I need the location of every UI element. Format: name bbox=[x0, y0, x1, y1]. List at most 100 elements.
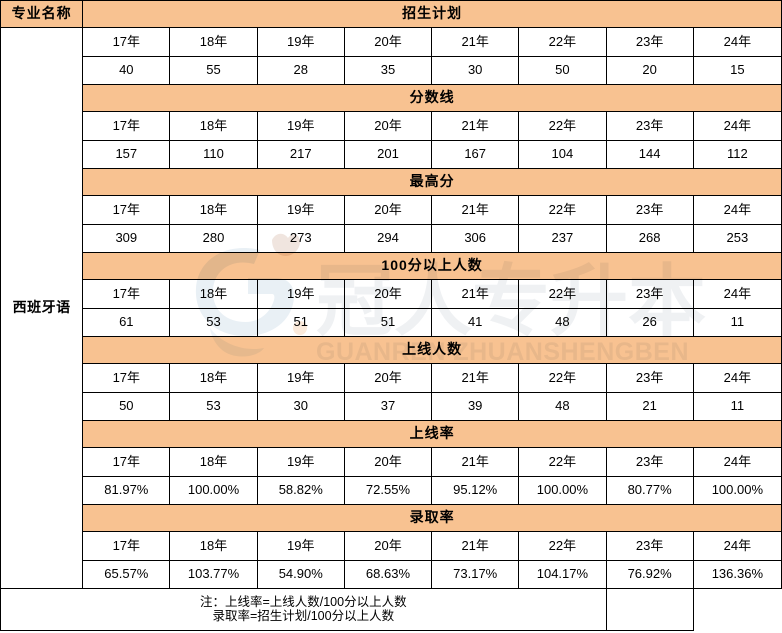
table-row: 最高分 bbox=[1, 168, 782, 196]
row-header-label: 专业名称 bbox=[0, 0, 84, 28]
data-cell: 28 bbox=[256, 56, 345, 85]
table-row: 17年 18年 19年 20年 21年 22年 23年 24年 bbox=[1, 279, 782, 309]
data-cell: 50 bbox=[518, 56, 607, 85]
data-cell: 11 bbox=[692, 392, 782, 421]
year-header: 18年 bbox=[169, 195, 258, 225]
year-header: 24年 bbox=[692, 279, 782, 309]
footnote-cell: 注：上线率=上线人数/100分以上人数 录取率=招生计划/100分以上人数 bbox=[0, 588, 607, 631]
data-cell: 81.97% bbox=[82, 476, 171, 505]
table-row: 50 53 30 37 39 48 21 11 bbox=[1, 392, 782, 421]
year-header: 23年 bbox=[605, 195, 694, 225]
year-header: 24年 bbox=[692, 447, 782, 477]
year-header: 23年 bbox=[605, 279, 694, 309]
year-header: 18年 bbox=[169, 27, 258, 57]
data-cell: 48 bbox=[518, 308, 607, 337]
year-header: 24年 bbox=[692, 195, 782, 225]
section-title-above-100-count: 100分以上人数 bbox=[82, 252, 782, 280]
year-header: 18年 bbox=[169, 111, 258, 141]
data-cell: 253 bbox=[692, 224, 782, 253]
data-cell: 61 bbox=[82, 308, 171, 337]
year-header: 19年 bbox=[256, 363, 345, 393]
data-cell: 201 bbox=[343, 140, 433, 169]
table-row: 17年 18年 19年 20年 21年 22年 23年 24年 bbox=[1, 363, 782, 393]
table-row: 100分以上人数 bbox=[1, 252, 782, 280]
data-cell: 30 bbox=[431, 56, 520, 85]
table-row: 上线人数 bbox=[1, 336, 782, 364]
year-header: 18年 bbox=[169, 531, 258, 561]
data-cell: 11 bbox=[692, 308, 782, 337]
year-header: 17年 bbox=[82, 27, 171, 57]
table-row: 309 280 273 294 306 237 268 253 bbox=[1, 224, 782, 253]
data-cell: 104.17% bbox=[518, 560, 607, 589]
data-cell: 157 bbox=[82, 140, 171, 169]
data-cell: 53 bbox=[169, 392, 258, 421]
data-cell: 73.17% bbox=[431, 560, 520, 589]
year-header: 24年 bbox=[692, 111, 782, 141]
year-header: 21年 bbox=[431, 27, 520, 57]
data-cell: 37 bbox=[343, 392, 433, 421]
data-cell: 76.92% bbox=[605, 560, 694, 589]
year-header: 21年 bbox=[431, 447, 520, 477]
data-cell: 26 bbox=[605, 308, 694, 337]
data-cell: 48 bbox=[518, 392, 607, 421]
data-cell: 112 bbox=[692, 140, 782, 169]
data-cell: 51 bbox=[256, 308, 345, 337]
year-header: 19年 bbox=[256, 195, 345, 225]
data-cell: 100.00% bbox=[692, 476, 782, 505]
data-cell: 35 bbox=[343, 56, 433, 85]
data-cell: 144 bbox=[605, 140, 694, 169]
data-cell: 217 bbox=[256, 140, 345, 169]
table-row: 专业名称 招生计划 bbox=[0, 0, 782, 28]
year-header: 17年 bbox=[82, 363, 171, 393]
table-row: 录取率 bbox=[1, 504, 782, 532]
data-cell: 40 bbox=[82, 56, 171, 85]
table-row: 上线率 bbox=[1, 420, 782, 448]
data-cell: 30 bbox=[256, 392, 345, 421]
footnote-line-2: 录取率=招生计划/100分以上人数 bbox=[212, 608, 395, 623]
year-header: 22年 bbox=[518, 111, 607, 141]
table-row: 157 110 217 201 167 104 144 112 bbox=[1, 140, 782, 169]
year-header: 21年 bbox=[431, 531, 520, 561]
data-cell: 54.90% bbox=[256, 560, 345, 589]
year-header: 19年 bbox=[256, 111, 345, 141]
data-cell: 68.63% bbox=[343, 560, 433, 589]
year-header: 19年 bbox=[256, 531, 345, 561]
year-header: 18年 bbox=[169, 447, 258, 477]
data-cell: 294 bbox=[343, 224, 433, 253]
year-header: 17年 bbox=[82, 195, 171, 225]
year-header: 22年 bbox=[518, 363, 607, 393]
year-header: 17年 bbox=[82, 531, 171, 561]
year-header: 24年 bbox=[692, 531, 782, 561]
year-header: 21年 bbox=[431, 363, 520, 393]
data-cell: 273 bbox=[256, 224, 345, 253]
year-header: 17年 bbox=[82, 279, 171, 309]
year-header: 17年 bbox=[82, 111, 171, 141]
year-header: 23年 bbox=[605, 363, 694, 393]
data-cell: 100.00% bbox=[518, 476, 607, 505]
footer-blank-cell bbox=[605, 588, 694, 631]
year-header: 18年 bbox=[169, 363, 258, 393]
section-title-qualified-count: 上线人数 bbox=[82, 336, 782, 364]
year-header: 20年 bbox=[343, 111, 433, 141]
section-title-score-line: 分数线 bbox=[82, 84, 782, 112]
data-cell: 20 bbox=[605, 56, 694, 85]
data-cell: 104 bbox=[518, 140, 607, 169]
year-header: 22年 bbox=[518, 279, 607, 309]
data-cell: 58.82% bbox=[256, 476, 345, 505]
data-cell: 110 bbox=[169, 140, 258, 169]
data-cell: 21 bbox=[605, 392, 694, 421]
year-header: 21年 bbox=[431, 195, 520, 225]
year-header: 23年 bbox=[605, 111, 694, 141]
table-row: 61 53 51 51 41 48 26 11 bbox=[1, 308, 782, 337]
table-row: 17年 18年 19年 20年 21年 22年 23年 24年 bbox=[1, 195, 782, 225]
year-header: 19年 bbox=[256, 279, 345, 309]
data-cell: 39 bbox=[431, 392, 520, 421]
data-cell: 51 bbox=[343, 308, 433, 337]
year-header: 23年 bbox=[605, 447, 694, 477]
year-header: 19年 bbox=[256, 27, 345, 57]
year-header: 22年 bbox=[518, 531, 607, 561]
section-title-admission-plan: 招生计划 bbox=[82, 0, 782, 28]
data-cell: 309 bbox=[82, 224, 171, 253]
